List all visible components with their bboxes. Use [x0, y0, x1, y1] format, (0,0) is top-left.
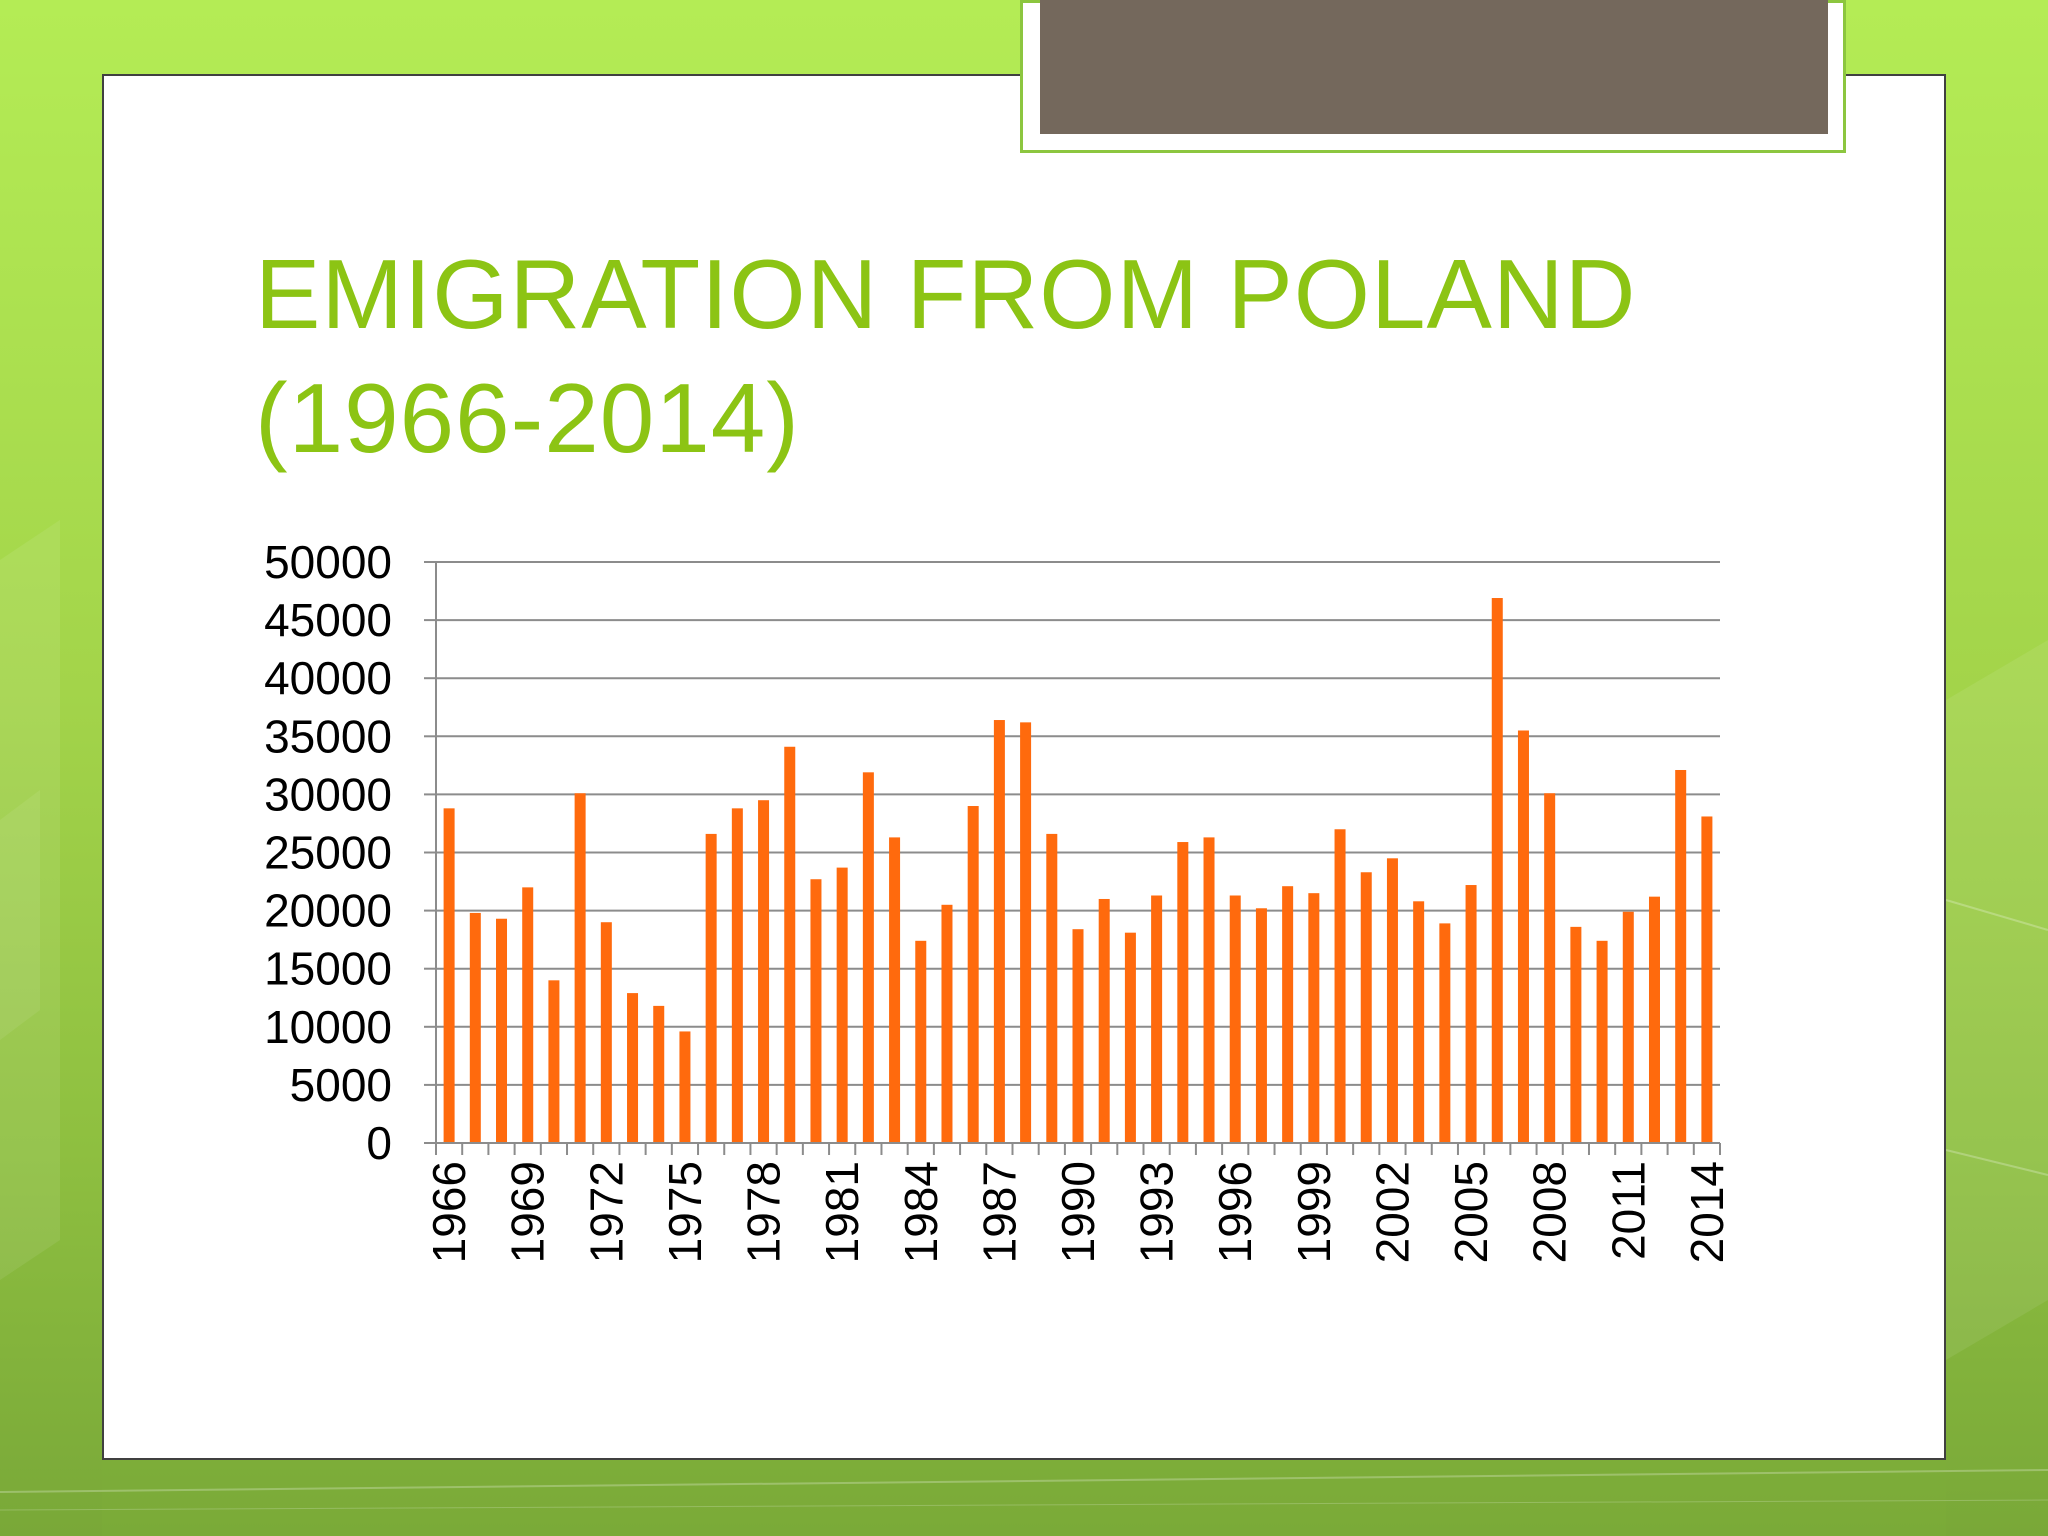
bar-1982	[862, 772, 874, 1143]
x-tick-label: 1987	[973, 1161, 1025, 1263]
bar-1966	[443, 808, 455, 1143]
bar-1995	[1203, 837, 1215, 1143]
x-tick-label: 2008	[1524, 1161, 1576, 1263]
y-tick-label: 10000	[264, 1001, 392, 1053]
bar-2010	[1596, 940, 1608, 1143]
bar-1988	[1020, 722, 1032, 1143]
bar-1983	[889, 837, 901, 1143]
x-tick-label: 1966	[423, 1161, 475, 1263]
bar-1994	[1177, 842, 1189, 1143]
x-tick-label: 2011	[1602, 1161, 1654, 1260]
tab-placeholder	[1040, 0, 1828, 134]
x-tick-label: 1969	[502, 1161, 554, 1263]
bar-1990	[1072, 929, 1084, 1143]
bar-1981	[836, 867, 848, 1143]
bar-1976	[705, 833, 717, 1143]
y-tick-label: 20000	[264, 885, 392, 937]
x-tick-label: 1981	[816, 1161, 868, 1263]
x-tick-label: 1972	[580, 1161, 632, 1263]
bar-1992	[1124, 932, 1136, 1143]
bar-2013	[1675, 769, 1687, 1143]
x-tick-label: 1978	[738, 1161, 790, 1263]
chart-axes	[424, 561, 1721, 1155]
bar-2011	[1622, 911, 1634, 1143]
bar-1972	[600, 922, 612, 1143]
bar-1978	[758, 800, 770, 1143]
bar-2008	[1544, 793, 1556, 1143]
y-tick-label: 50000	[264, 536, 392, 588]
bar-1980	[810, 879, 822, 1143]
y-tick-label: 25000	[264, 827, 392, 879]
bar-2005	[1465, 885, 1477, 1143]
bar-1999	[1308, 893, 1320, 1143]
bar-1979	[784, 746, 796, 1143]
bar-1968	[496, 918, 508, 1143]
bar-1974	[653, 1005, 665, 1143]
y-tick-label: 35000	[264, 710, 392, 762]
y-tick-label: 45000	[264, 594, 392, 646]
x-tick-label: 2005	[1445, 1161, 1497, 1263]
bar-1970	[548, 980, 560, 1143]
y-tick-label: 5000	[290, 1059, 392, 1111]
x-tick-label: 1996	[1209, 1161, 1261, 1263]
bar-1986	[967, 806, 979, 1143]
x-tick-label: 1975	[659, 1161, 711, 1263]
bar-1977	[731, 808, 743, 1143]
y-tick-label: 30000	[264, 768, 392, 820]
bar-1975	[679, 1031, 691, 1143]
bar-1997	[1255, 908, 1267, 1143]
bar-2003	[1413, 901, 1425, 1143]
bar-1993	[1151, 895, 1163, 1143]
bar-1984	[915, 940, 927, 1143]
bar-1991	[1098, 898, 1110, 1143]
bar-2001	[1360, 872, 1372, 1143]
x-tick-label: 2002	[1366, 1161, 1418, 1263]
bar-1971	[574, 793, 586, 1143]
bar-1967	[469, 912, 481, 1143]
bar-1998	[1282, 886, 1294, 1143]
bar-2002	[1386, 858, 1398, 1143]
bar-1973	[627, 993, 639, 1143]
bar-1969	[522, 887, 534, 1143]
y-tick-label: 15000	[264, 943, 392, 995]
bar-2007	[1517, 730, 1529, 1143]
chart-bars	[443, 598, 1713, 1143]
bar-2009	[1570, 926, 1582, 1143]
y-tick-label: 0	[366, 1117, 392, 1169]
bar-1989	[1046, 833, 1058, 1143]
bar-1987	[993, 720, 1005, 1143]
x-tick-label: 1990	[1052, 1161, 1104, 1263]
x-axis-tick-labels: 1966 1969 1972 1975 1978 1981 1984 1987 1990 1993…	[423, 1161, 1733, 1263]
slide-title: EMIGRATION FROM POLAND (1966-2014)	[255, 239, 1637, 473]
y-tick-label: 40000	[264, 652, 392, 704]
bar-1996	[1229, 895, 1241, 1143]
bar-2012	[1648, 896, 1660, 1143]
bar-2014	[1701, 816, 1713, 1143]
x-tick-label: 1993	[1131, 1161, 1183, 1263]
x-tick-label: 1999	[1288, 1161, 1340, 1263]
bar-2000	[1334, 829, 1346, 1143]
x-tick-label: 1984	[895, 1161, 947, 1263]
y-axis-tick-labels: 0 5000 10000 15000 20000 25000 30000 35000 40000…	[264, 536, 392, 1169]
bar-2004	[1439, 923, 1451, 1143]
bar-2006	[1491, 598, 1503, 1143]
bar-1985	[941, 904, 953, 1143]
x-tick-label: 2014	[1681, 1161, 1733, 1263]
